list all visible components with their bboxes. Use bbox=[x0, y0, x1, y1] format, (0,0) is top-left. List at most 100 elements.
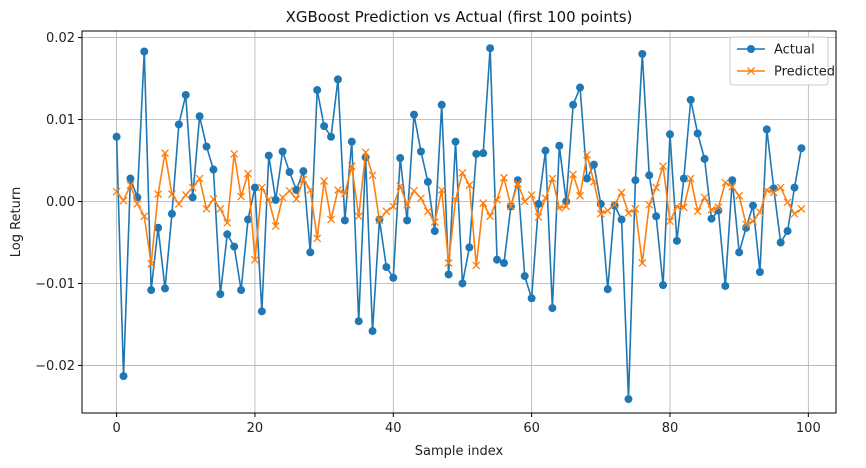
data-point-predicted bbox=[486, 212, 495, 221]
data-point-predicted bbox=[244, 169, 252, 178]
data-point-predicted bbox=[749, 217, 757, 226]
data-point-predicted bbox=[645, 200, 654, 209]
data-point-actual bbox=[541, 146, 550, 155]
data-point-actual bbox=[582, 174, 591, 183]
data-point-predicted bbox=[147, 259, 156, 268]
data-point-actual bbox=[686, 95, 695, 104]
data-point-actual bbox=[271, 195, 280, 204]
data-point-predicted bbox=[327, 215, 335, 224]
data-point-predicted bbox=[735, 191, 744, 200]
data-point-predicted bbox=[161, 149, 169, 158]
data-point-actual bbox=[472, 149, 481, 158]
data-point-predicted bbox=[209, 195, 218, 204]
data-point-actual bbox=[299, 167, 308, 176]
data-point-actual bbox=[174, 120, 183, 129]
data-point-predicted bbox=[686, 174, 695, 183]
data-point-predicted bbox=[672, 202, 681, 211]
grid bbox=[82, 31, 836, 413]
data-point-actual bbox=[250, 183, 259, 192]
x-tick-label: 0 bbox=[112, 421, 120, 436]
series-line-actual bbox=[115, 47, 803, 400]
data-point-predicted bbox=[610, 200, 619, 209]
data-point-actual bbox=[797, 144, 806, 153]
series-actual bbox=[112, 44, 806, 404]
data-point-predicted bbox=[167, 190, 176, 199]
data-point-actual bbox=[631, 176, 640, 185]
data-point-actual bbox=[403, 216, 412, 225]
data-point-predicted bbox=[278, 193, 287, 202]
data-point-actual bbox=[202, 142, 211, 151]
data-point-predicted bbox=[181, 190, 190, 199]
data-point-predicted bbox=[624, 209, 633, 217]
y-tick-label: −0.01 bbox=[35, 277, 75, 292]
data-point-predicted bbox=[700, 193, 709, 202]
data-point-predicted bbox=[396, 181, 405, 190]
data-point-actual bbox=[762, 125, 771, 134]
data-point-predicted bbox=[652, 183, 661, 192]
data-point-actual bbox=[479, 149, 488, 158]
data-point-actual bbox=[790, 183, 799, 192]
data-point-actual bbox=[389, 273, 398, 282]
data-point-predicted bbox=[389, 202, 398, 211]
data-point-predicted bbox=[271, 222, 280, 231]
data-point-actual bbox=[624, 395, 633, 404]
data-point-actual bbox=[396, 154, 405, 163]
x-axis-label: Sample index bbox=[415, 444, 504, 459]
data-point-actual bbox=[320, 122, 329, 131]
data-point-predicted bbox=[444, 259, 453, 267]
data-point-predicted bbox=[347, 162, 356, 171]
data-point-predicted bbox=[707, 205, 716, 214]
series-predicted bbox=[112, 148, 806, 270]
data-point-predicted bbox=[589, 177, 598, 186]
data-point-actual bbox=[672, 236, 681, 245]
data-point-actual bbox=[340, 216, 349, 225]
data-point-predicted bbox=[790, 209, 799, 218]
data-point-actual bbox=[437, 100, 446, 109]
data-point-predicted bbox=[423, 207, 432, 216]
data-point-actual bbox=[223, 230, 232, 239]
data-point-actual bbox=[638, 49, 647, 58]
legend-marker-actual bbox=[747, 45, 755, 53]
data-point-actual bbox=[707, 214, 716, 223]
y-tick-label: 0.01 bbox=[46, 113, 75, 128]
data-point-predicted bbox=[126, 181, 135, 190]
data-point-predicted bbox=[603, 206, 612, 215]
data-point-actual bbox=[306, 248, 315, 257]
data-point-actual bbox=[147, 286, 156, 295]
data-point-predicted bbox=[250, 255, 259, 264]
data-point-actual bbox=[700, 154, 709, 163]
data-point-predicted bbox=[403, 200, 412, 209]
data-point-predicted bbox=[520, 197, 529, 206]
data-point-predicted bbox=[237, 192, 246, 201]
x-tick-label: 100 bbox=[796, 421, 821, 436]
data-point-actual bbox=[244, 215, 253, 224]
data-point-actual bbox=[721, 281, 730, 290]
x-tick-label: 20 bbox=[247, 421, 264, 436]
data-point-actual bbox=[520, 272, 529, 281]
data-point-predicted bbox=[472, 261, 481, 270]
y-tick-label: 0.02 bbox=[46, 31, 75, 46]
data-point-actual bbox=[167, 209, 176, 218]
series-layer bbox=[112, 44, 806, 404]
data-point-predicted bbox=[354, 212, 363, 221]
data-point-predicted bbox=[534, 213, 543, 222]
data-point-actual bbox=[112, 132, 121, 141]
data-point-predicted bbox=[299, 175, 308, 184]
data-point-predicted bbox=[320, 177, 329, 185]
data-point-predicted bbox=[548, 174, 557, 183]
data-point-predicted bbox=[541, 194, 550, 203]
data-point-actual bbox=[416, 147, 425, 156]
data-point-actual bbox=[313, 86, 322, 95]
data-point-predicted bbox=[340, 189, 349, 198]
y-axis-label: Log Return bbox=[9, 187, 24, 258]
data-point-predicted bbox=[430, 218, 439, 226]
data-point-actual bbox=[665, 130, 674, 139]
data-point-predicted bbox=[306, 186, 315, 194]
data-point-actual bbox=[555, 141, 564, 150]
data-point-actual bbox=[368, 327, 377, 336]
chart-title: XGBoost Prediction vs Actual (first 100 … bbox=[286, 8, 633, 26]
data-point-actual bbox=[181, 90, 190, 99]
data-point-predicted bbox=[755, 208, 764, 217]
data-point-actual bbox=[748, 201, 757, 210]
data-point-predicted bbox=[437, 186, 446, 194]
